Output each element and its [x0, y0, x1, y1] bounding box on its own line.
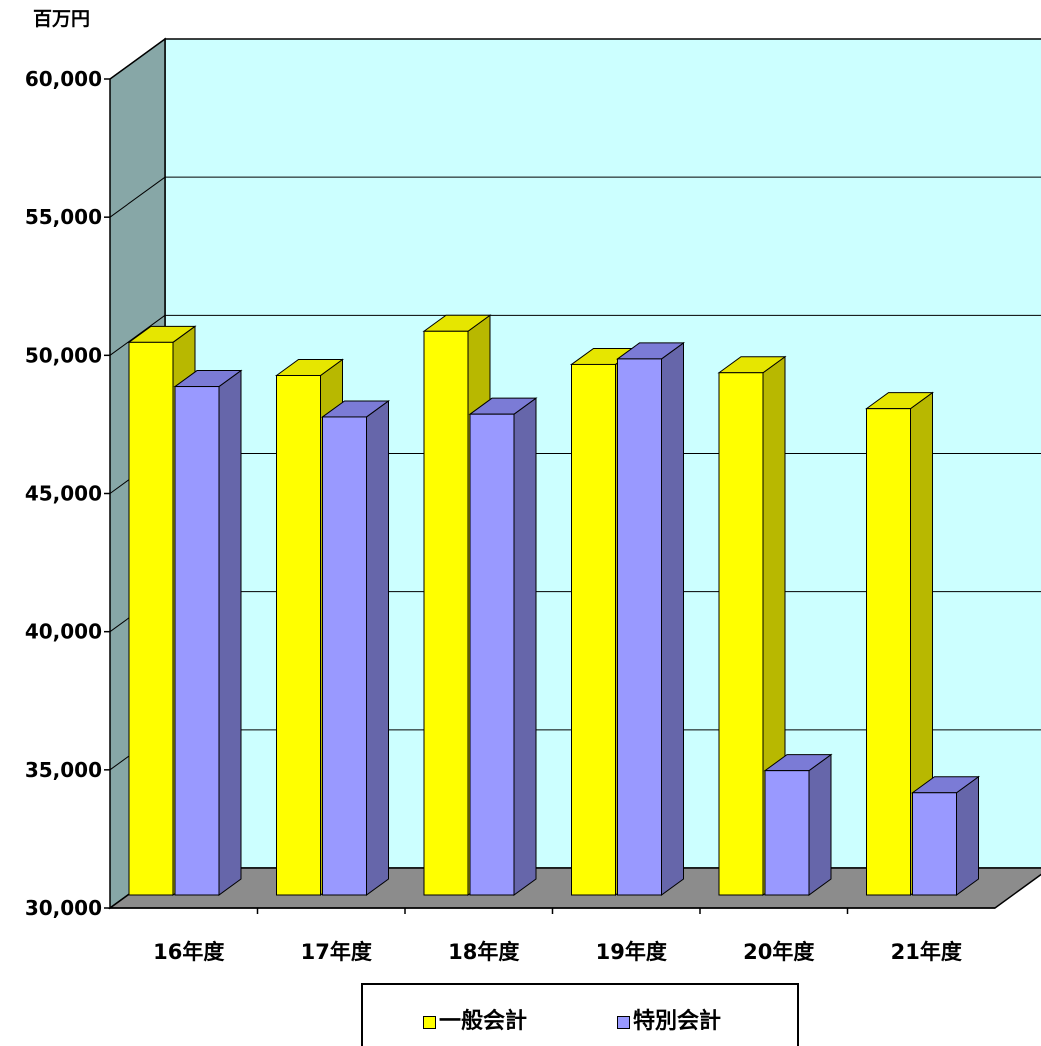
y-tick-label: 55,000: [25, 205, 102, 229]
y-tick-label: 40,000: [25, 620, 102, 644]
bar-general-18: [423, 330, 469, 896]
bar-special-21-side: [956, 775, 979, 896]
bar-special-16-side: [218, 369, 242, 896]
y-tick-label: 35,000: [25, 758, 102, 782]
legend-item-special: 特別会計: [617, 1009, 721, 1035]
gridline-side: [109, 176, 166, 218]
bar-special-19: [617, 358, 662, 896]
bar-special-17: [322, 416, 367, 896]
chart: 30,000 35,000 40,000 45,000 50,000 55,000 60,0…: [25, 37, 1041, 964]
bar-general-16: [128, 341, 174, 896]
legend-swatch-special: [617, 1015, 630, 1029]
y-tick-label: 50,000: [25, 343, 102, 367]
legend-swatch-general: [423, 1015, 436, 1029]
gridline-side: [109, 38, 166, 80]
bar-special-19-side: [661, 341, 684, 896]
legend-label-special: 特別会計: [633, 1009, 722, 1034]
bar-special-20-side: [808, 753, 832, 896]
bar-special-17-side: [366, 399, 389, 896]
x-tick-label: 17年度: [301, 940, 372, 964]
bar-special-20: [764, 770, 810, 896]
x-tick-label: 21年度: [891, 940, 962, 964]
bar-general-20: [718, 372, 764, 896]
legend-label-general: 一般会計: [439, 1009, 528, 1034]
x-tick-label: 18年度: [448, 940, 519, 964]
x-tick-label: 20年度: [743, 940, 814, 964]
bar-special-18-side: [513, 397, 537, 896]
legend-item-general: 一般会計: [423, 1009, 527, 1035]
unit-label: 百万円: [33, 8, 91, 30]
legend: 一般会計 特別会計: [361, 983, 799, 1046]
bar-special-18: [469, 413, 515, 896]
x-tick-label: 19年度: [596, 940, 667, 964]
bar-general-17: [276, 374, 321, 896]
x-tick-label: 16年度: [153, 940, 224, 964]
bar-general-19: [571, 363, 616, 896]
bar-general-21: [866, 408, 911, 896]
gridline-side: [109, 314, 166, 356]
y-tick-label: 30,000: [25, 896, 102, 920]
bar-special-16: [174, 386, 220, 896]
bar-special-21: [912, 792, 957, 896]
y-tick-label: 45,000: [25, 482, 102, 506]
y-tick-label: 60,000: [25, 67, 102, 91]
